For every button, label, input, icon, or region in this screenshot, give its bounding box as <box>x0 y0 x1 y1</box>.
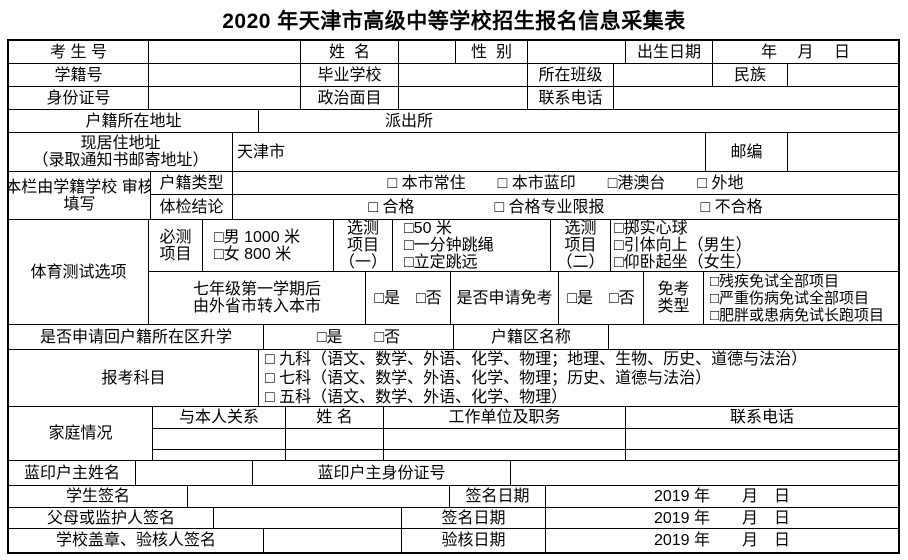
verify-date-value[interactable]: 2019 年 月 日 <box>653 532 791 549</box>
postal-code-label: 邮编 <box>706 133 788 172</box>
political-status-field[interactable] <box>399 87 528 110</box>
medical-result-label: 体检结论 <box>151 195 233 220</box>
current-address-field[interactable]: 天津市 <box>233 133 706 172</box>
required-items-label: 必测 项目 <box>149 220 203 272</box>
required-items-options[interactable]: □男 1000 米 □女 800 米 <box>203 220 334 272</box>
class-field[interactable] <box>614 64 713 87</box>
family-row-1 <box>153 429 898 450</box>
ethnicity-field[interactable] <box>788 64 898 87</box>
ethnicity-label: 民族 <box>713 64 788 87</box>
student-id-label: 学籍号 <box>9 64 149 87</box>
family-name-field[interactable] <box>286 450 384 461</box>
graduation-school-label: 毕业学校 <box>301 64 399 87</box>
sports-test-label: 体育测试选项 <box>9 220 149 325</box>
parent-signature-date-label: 签名日期 <box>402 508 546 529</box>
blueprint-owner-name-field[interactable] <box>136 461 253 486</box>
family-work-field[interactable] <box>384 450 626 461</box>
birth-date-label: 出生日期 <box>626 41 713 64</box>
transfer-yesno-options[interactable]: □是 □否 <box>366 272 451 325</box>
exempt-type-options[interactable]: □残疾免试全部项目 □严重伤病免试全部项目 □肥胖或患病免试长跑项目 <box>704 272 898 325</box>
school-seal-label: 学校盖章、验核人签名 <box>9 529 264 552</box>
parent-signature-date-value[interactable]: 2019 年 月 日 <box>546 508 898 529</box>
parent-signature-field[interactable] <box>214 508 402 529</box>
optional-items-2-label: 选测 项目 （二） <box>551 220 611 272</box>
family-name-header: 姓 名 <box>286 407 384 429</box>
registered-address-field[interactable]: 派出所 <box>259 110 898 133</box>
family-phone-field[interactable] <box>626 429 898 450</box>
transfer-label: 七年级第一学期后 由外省市转入本市 <box>149 272 366 325</box>
family-name-field[interactable] <box>286 429 384 450</box>
subjects-label: 报考科目 <box>9 350 259 407</box>
form-table: 考 生 号 姓 名 性 别 出生日期 年 月 日 学籍号 毕业学校 所在班级 民… <box>7 39 900 554</box>
family-relation-field[interactable] <box>153 429 286 450</box>
family-phone-header: 联系电话 <box>626 407 898 429</box>
id-card-field[interactable] <box>149 87 301 110</box>
birth-date-field[interactable]: 年 月 日 <box>713 41 898 64</box>
name-field[interactable] <box>399 41 456 64</box>
family-relation-header: 与本人关系 <box>153 407 286 429</box>
verify-date-label: 验核日期 <box>402 529 546 552</box>
student-signature-date-value[interactable]: 2019 年 月 日 <box>546 486 898 508</box>
exempt-yesno-options[interactable]: □是 □否 <box>559 272 644 325</box>
exempt-question-label: 是否申请免考 <box>451 272 559 325</box>
family-relation-field[interactable] <box>153 450 286 461</box>
hukou-district-name-field[interactable] <box>609 325 898 350</box>
family-info-label: 家庭情况 <box>9 407 153 461</box>
exam-number-field[interactable] <box>149 41 301 64</box>
hukou-type-options[interactable]: □ 本市常住 □ 本市蓝印 □港澳台 □ 外地 <box>233 172 898 195</box>
optional-items-1-label: 选测 项目 （一） <box>334 220 393 272</box>
family-row-2 <box>153 450 898 461</box>
hukou-district-name-label: 户籍区名称 <box>454 325 609 350</box>
family-work-field[interactable] <box>384 429 626 450</box>
return-district-yesno[interactable]: □是 □否 <box>264 325 454 350</box>
subjects-options[interactable]: □ 九科（语文、数学、外语、化学、物理；地理、生物、历史、道德与法治） □ 七科… <box>259 350 898 407</box>
student-id-field[interactable] <box>149 64 301 87</box>
gender-field[interactable] <box>528 41 626 64</box>
exam-number-label: 考 生 号 <box>9 41 149 64</box>
audit-section-label: 本栏由学籍学校 审核 填写 <box>9 172 151 220</box>
political-status-label: 政治面目 <box>301 87 399 110</box>
student-signature-field[interactable] <box>188 486 450 508</box>
class-label: 所在班级 <box>528 64 614 87</box>
blueprint-owner-id-field[interactable] <box>511 461 898 486</box>
id-card-label: 身份证号 <box>9 87 149 110</box>
registered-address-label: 户籍所在地址 <box>9 110 259 133</box>
contact-phone-field[interactable] <box>614 87 898 110</box>
optional-items-1-options[interactable]: □50 米 □一分钟跳绳 □立定跳远 <box>393 220 551 272</box>
postal-code-field[interactable] <box>788 133 898 172</box>
optional-items-2-options[interactable]: □掷实心球 □引体向上（男生） □仰卧起坐（女生） <box>611 220 898 272</box>
family-phone-field[interactable] <box>626 450 898 461</box>
current-address-label: 现居住地址 （录取通知书邮寄地址） <box>9 133 233 172</box>
graduation-school-field[interactable] <box>399 64 528 87</box>
student-signature-date-label: 签名日期 <box>450 486 546 508</box>
contact-phone-label: 联系电话 <box>528 87 614 110</box>
medical-result-options[interactable]: □ 合格 □ 合格专业限报 □ 不合格 <box>233 195 898 220</box>
gender-label: 性 别 <box>456 41 528 64</box>
parent-signature-label: 父母或监护人签名 <box>9 508 214 529</box>
blueprint-owner-name-label: 蓝印户主姓名 <box>9 461 136 486</box>
return-district-label: 是否申请回户籍所在区升学 <box>9 325 264 350</box>
police-station-label: 派出所 <box>385 112 434 130</box>
blueprint-owner-id-label: 蓝印户主身份证号 <box>253 461 511 486</box>
student-signature-label: 学生签名 <box>9 486 188 508</box>
school-seal-field[interactable] <box>264 529 402 552</box>
name-label: 姓 名 <box>301 41 399 64</box>
hukou-type-label: 户籍类型 <box>151 172 233 195</box>
exempt-type-label: 免考 类型 <box>644 272 704 325</box>
family-work-header: 工作单位及职务 <box>384 407 626 429</box>
form-title: 2020 年天津市高级中等学校招生报名信息采集表 <box>222 10 686 33</box>
